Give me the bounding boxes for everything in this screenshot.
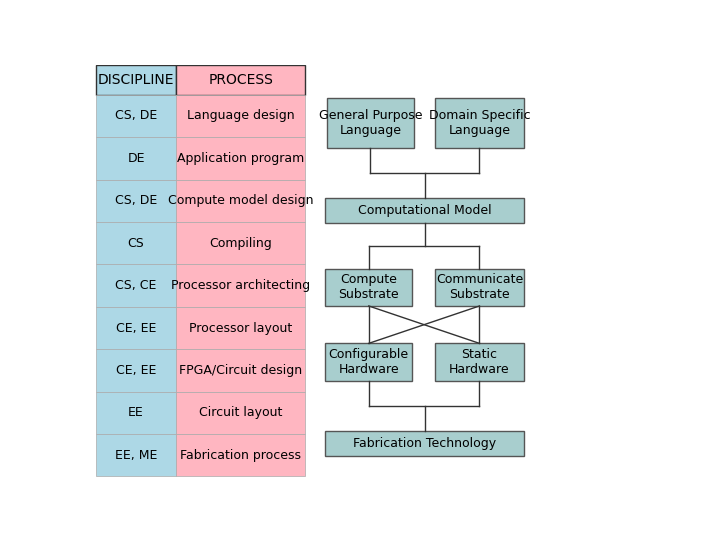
Text: DISCIPLINE: DISCIPLINE xyxy=(98,73,174,87)
Text: CS, CE: CS, CE xyxy=(115,279,157,292)
Text: Compute model design: Compute model design xyxy=(168,194,313,207)
FancyBboxPatch shape xyxy=(176,65,305,94)
Text: General Purpose
Language: General Purpose Language xyxy=(319,109,422,137)
FancyBboxPatch shape xyxy=(96,265,176,307)
FancyBboxPatch shape xyxy=(96,307,176,349)
FancyBboxPatch shape xyxy=(176,180,305,222)
FancyBboxPatch shape xyxy=(96,94,176,137)
Text: DE: DE xyxy=(127,152,145,165)
Text: CS, DE: CS, DE xyxy=(115,110,157,123)
Text: Compiling: Compiling xyxy=(210,237,272,249)
Text: Compute
Substrate: Compute Substrate xyxy=(338,273,399,301)
Text: Domain Specific
Language: Domain Specific Language xyxy=(428,109,531,137)
FancyBboxPatch shape xyxy=(327,98,413,148)
FancyBboxPatch shape xyxy=(176,265,305,307)
Text: Processor architecting: Processor architecting xyxy=(171,279,310,292)
Text: Application program: Application program xyxy=(177,152,305,165)
Text: EE, ME: EE, ME xyxy=(115,449,157,462)
Text: Computational Model: Computational Model xyxy=(358,204,492,217)
Text: Fabrication Technology: Fabrication Technology xyxy=(354,437,496,450)
Text: Configurable
Hardware: Configurable Hardware xyxy=(328,348,409,376)
Text: Processor layout: Processor layout xyxy=(189,321,292,334)
Text: CS: CS xyxy=(127,237,145,249)
FancyBboxPatch shape xyxy=(176,94,305,137)
FancyBboxPatch shape xyxy=(176,434,305,476)
FancyBboxPatch shape xyxy=(96,222,176,265)
FancyBboxPatch shape xyxy=(96,349,176,392)
Text: Communicate
Substrate: Communicate Substrate xyxy=(436,273,523,301)
FancyBboxPatch shape xyxy=(176,137,305,180)
FancyBboxPatch shape xyxy=(435,98,524,148)
FancyBboxPatch shape xyxy=(325,268,412,306)
FancyBboxPatch shape xyxy=(96,137,176,180)
FancyBboxPatch shape xyxy=(96,65,176,94)
FancyBboxPatch shape xyxy=(96,180,176,222)
FancyBboxPatch shape xyxy=(176,349,305,392)
Text: PROCESS: PROCESS xyxy=(208,73,273,87)
Text: CE, EE: CE, EE xyxy=(116,364,156,377)
FancyBboxPatch shape xyxy=(435,268,524,306)
Text: Static
Hardware: Static Hardware xyxy=(449,348,510,376)
FancyBboxPatch shape xyxy=(325,198,524,223)
FancyBboxPatch shape xyxy=(325,431,524,456)
FancyBboxPatch shape xyxy=(176,222,305,265)
FancyBboxPatch shape xyxy=(325,343,412,381)
FancyBboxPatch shape xyxy=(176,307,305,349)
Text: Circuit layout: Circuit layout xyxy=(199,406,282,420)
Text: Fabrication process: Fabrication process xyxy=(180,449,301,462)
FancyBboxPatch shape xyxy=(435,343,524,381)
Text: CE, EE: CE, EE xyxy=(116,321,156,334)
Text: FPGA/Circuit design: FPGA/Circuit design xyxy=(179,364,302,377)
Text: Language design: Language design xyxy=(187,110,294,123)
FancyBboxPatch shape xyxy=(96,434,176,476)
Text: CS, DE: CS, DE xyxy=(115,194,157,207)
FancyBboxPatch shape xyxy=(96,392,176,434)
Text: EE: EE xyxy=(128,406,144,420)
FancyBboxPatch shape xyxy=(176,392,305,434)
